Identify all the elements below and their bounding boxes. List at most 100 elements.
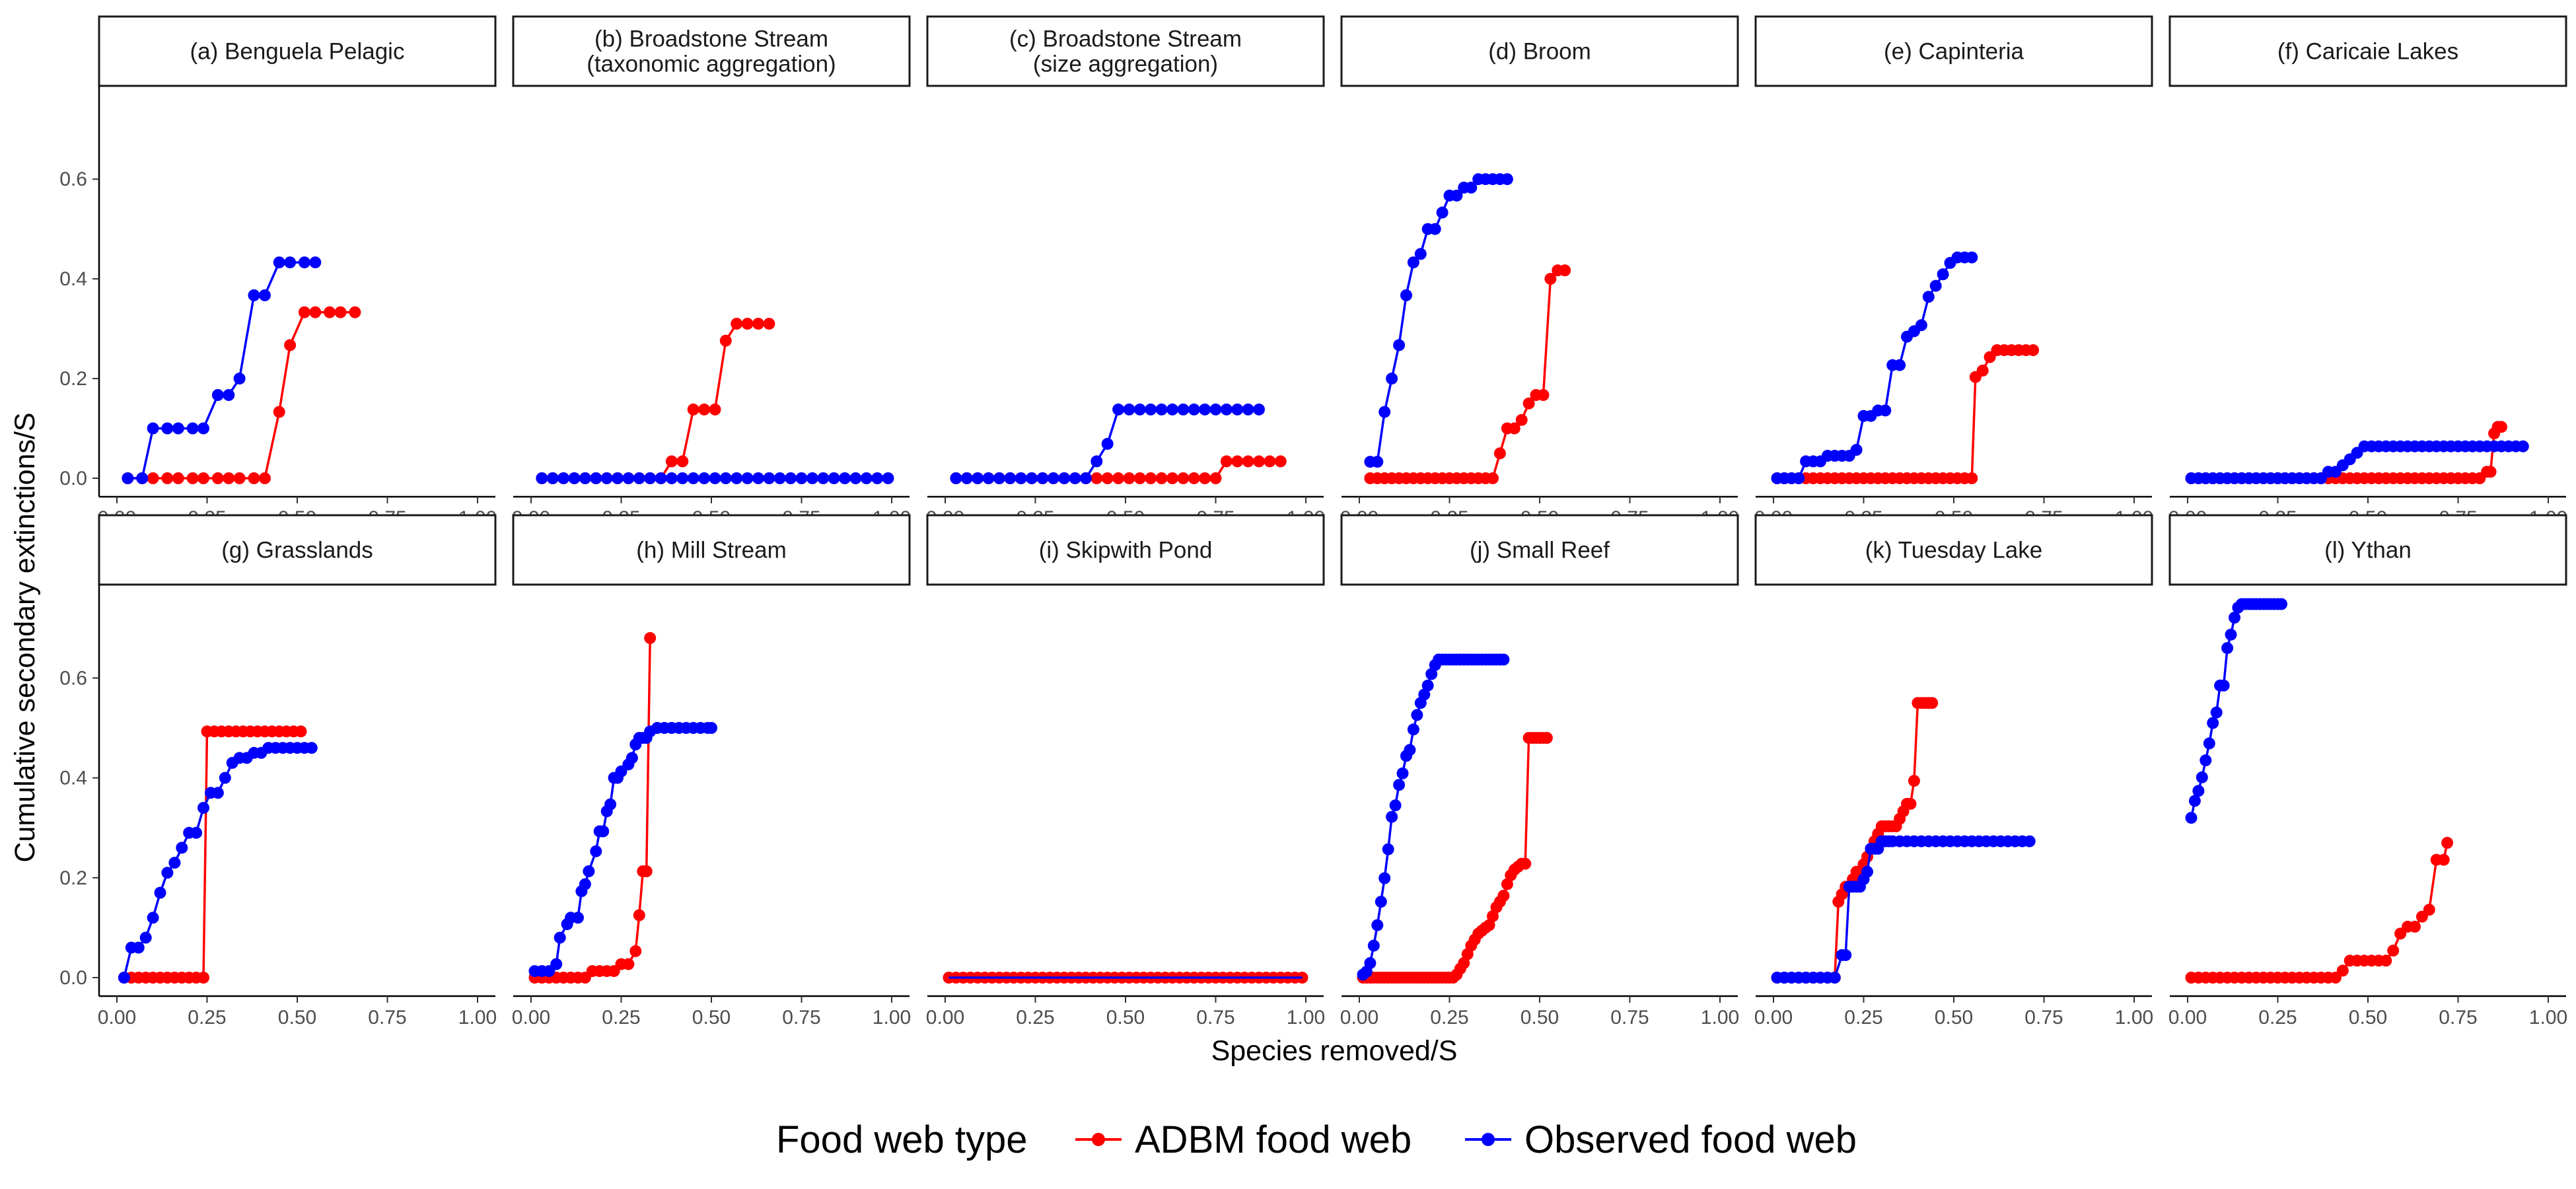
legend-key-observed-point	[1482, 1133, 1495, 1146]
legend: Food web type ADBM food web Observed foo…	[776, 1118, 1857, 1161]
data-point	[168, 857, 181, 869]
facet-strip	[1754, 514, 2153, 586]
data-point	[1497, 653, 1510, 666]
data-point	[1904, 797, 1917, 810]
data-point	[2217, 679, 2230, 692]
panel-2: (b) Broadstone Stream(taxonomic aggregat…	[512, 15, 911, 529]
panel-7: (g) Grasslands 0.0 0.2 0.4 0.6 0.00 0.25 0.50 0.…	[59, 514, 497, 1028]
data-point	[1436, 206, 1449, 219]
data-point	[1894, 359, 1906, 371]
x-tick-label: 0.25	[1844, 1007, 1882, 1028]
series-observed	[536, 472, 894, 484]
data-point	[828, 472, 840, 484]
data-point	[817, 472, 830, 484]
x-tick-label: 1.00	[1701, 1007, 1739, 1028]
data-point	[349, 306, 361, 318]
data-point	[233, 472, 246, 484]
data-point	[1501, 173, 1513, 186]
data-point	[1465, 182, 1478, 194]
panel-3: (c) Broadstone Stream(size aggregation)0…	[926, 15, 1325, 529]
data-point	[612, 472, 624, 484]
x-tick-label: 0.50	[1521, 1007, 1559, 1028]
data-point	[1047, 472, 1059, 484]
facet-strip-label: (f) Caricaie Lakes	[2277, 39, 2458, 65]
data-point	[1537, 389, 1550, 401]
series-line	[2191, 842, 2449, 979]
data-point	[579, 878, 591, 890]
series-line	[1777, 256, 1972, 480]
data-point	[2380, 955, 2392, 967]
data-point	[1386, 373, 1398, 385]
data-point	[1079, 472, 1092, 484]
data-point	[763, 318, 775, 330]
data-point	[1242, 403, 1254, 415]
data-point	[2495, 421, 2507, 433]
data-point	[1389, 799, 1402, 812]
data-point	[1123, 403, 1135, 415]
x-tick-label: 0.50	[2349, 1007, 2387, 1028]
data-point	[2027, 344, 2040, 357]
data-point	[1966, 472, 1978, 484]
panel-4: (d) Broom0.000.250.500.751.00	[1340, 15, 1739, 529]
data-point	[640, 865, 653, 877]
data-point	[633, 909, 645, 921]
data-point	[568, 472, 581, 484]
x-tick-label: 0.00	[1754, 1007, 1793, 1028]
data-point	[2210, 706, 2223, 719]
data-point	[1155, 472, 1168, 484]
facet-strip-label: (b) Broadstone Stream	[594, 26, 828, 52]
data-point	[785, 472, 797, 484]
data-point	[2207, 717, 2219, 729]
data-point	[554, 931, 566, 944]
data-point	[583, 865, 595, 877]
facet-strip-label: (taxonomic aggregation)	[587, 52, 836, 77]
series-adbm	[122, 306, 361, 484]
data-point	[763, 472, 775, 484]
data-point	[1015, 472, 1027, 484]
series-line	[1777, 840, 2030, 979]
x-tick-label: 0.00	[2168, 1007, 2207, 1028]
data-point	[186, 422, 199, 435]
data-point	[1450, 190, 1463, 202]
x-tick-label: 1.00	[1287, 1007, 1325, 1028]
data-point	[132, 941, 145, 954]
data-point	[550, 958, 563, 970]
data-point	[950, 472, 962, 484]
facet-strip-label: (a) Benguela Pelagic	[190, 39, 405, 65]
data-point	[1544, 273, 1557, 285]
data-point	[172, 472, 184, 484]
data-point	[1378, 872, 1391, 884]
series-observed	[528, 722, 717, 978]
data-point	[1091, 472, 1103, 484]
data-point	[1199, 472, 1211, 484]
data-point	[1386, 811, 1398, 823]
data-point	[709, 403, 721, 415]
data-point	[2203, 737, 2215, 750]
data-point	[139, 931, 152, 944]
data-point	[2188, 795, 2201, 807]
x-tick-label: 0.00	[926, 1007, 964, 1028]
data-point	[1166, 403, 1178, 415]
facet-strip-label: (size aggregation)	[1033, 52, 1218, 77]
panel-11: (k) Tuesday Lake 0.00 0.25 0.50 0.75 1.00	[1754, 514, 2153, 1028]
x-tick-label: 0.50	[1935, 1007, 1973, 1028]
data-point	[960, 472, 973, 484]
data-point	[1519, 857, 1532, 870]
data-point	[597, 825, 610, 838]
x-tick-label: 0.25	[1016, 1007, 1054, 1028]
data-point	[1091, 455, 1103, 468]
data-point	[1421, 679, 1434, 692]
data-point	[211, 787, 224, 799]
data-point	[1400, 289, 1412, 301]
data-point	[1540, 732, 1553, 744]
y-tick-label: 0.6	[59, 667, 87, 689]
legend-label-adbm: ADBM food web	[1135, 1118, 1412, 1161]
x-tick-label: 0.75	[782, 1007, 820, 1028]
data-point	[1411, 709, 1423, 721]
data-point	[572, 912, 584, 924]
data-point	[676, 455, 689, 468]
x-axis-title: Species removed/S	[1211, 1035, 1458, 1067]
x-tick-label: 1.00	[2115, 1007, 2153, 1028]
data-point	[655, 472, 667, 484]
